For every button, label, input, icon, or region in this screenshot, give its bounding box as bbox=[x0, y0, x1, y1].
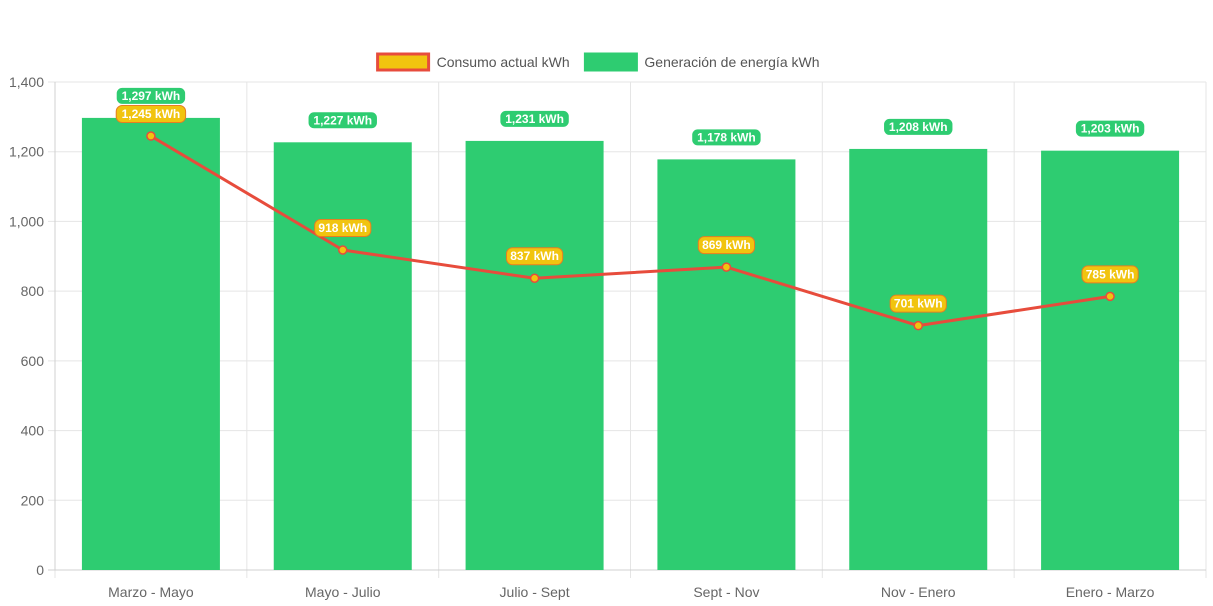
data-label-box bbox=[1081, 265, 1139, 284]
data-label-box bbox=[314, 219, 372, 238]
data-label-box bbox=[115, 86, 187, 105]
y-tick-label: 0 bbox=[36, 562, 44, 578]
y-tick-label: 600 bbox=[21, 353, 45, 369]
x-tick-label: Julio - Sept bbox=[500, 584, 570, 600]
legend-item[interactable]: Consumo actual kWh bbox=[376, 52, 570, 72]
data-labels: 1,297 kWh 1,227 kWh 1,231 kWh 1,178 kWh 1,20… bbox=[115, 86, 1146, 313]
bar[interactable] bbox=[1041, 150, 1180, 570]
line-point[interactable] bbox=[1105, 291, 1115, 302]
data-label: 1,208 kWh bbox=[883, 117, 954, 136]
legend-item[interactable]: Generación de energía kWh bbox=[583, 52, 820, 72]
grid bbox=[48, 81, 1207, 578]
line-point[interactable] bbox=[146, 131, 156, 141]
bar[interactable] bbox=[273, 142, 412, 570]
y-tick-label: 1,400 bbox=[9, 74, 44, 90]
data-label-text: 1,245 kWh bbox=[122, 107, 181, 121]
line-point[interactable] bbox=[913, 320, 923, 331]
data-label: 1,227 kWh bbox=[307, 111, 378, 130]
data-label-box bbox=[1074, 119, 1146, 138]
x-tick-label: Mayo - Julio bbox=[305, 584, 381, 600]
x-tick-label: Sept - Nov bbox=[693, 584, 759, 600]
data-label-text: 1,203 kWh bbox=[1081, 122, 1140, 136]
x-tick-label: Nov - Enero bbox=[881, 584, 956, 600]
data-label-text: 837 kWh bbox=[510, 249, 559, 263]
line-point[interactable] bbox=[338, 245, 348, 255]
data-label-box bbox=[697, 236, 756, 255]
y-tick-label: 400 bbox=[21, 423, 45, 439]
data-label: 785 kWh bbox=[1081, 265, 1139, 284]
data-label-box bbox=[691, 128, 762, 147]
data-label: 701 kWh bbox=[889, 294, 947, 313]
data-label: 1,297 kWh bbox=[115, 86, 187, 105]
y-tick-label: 1,200 bbox=[9, 144, 44, 160]
data-label-text: 1,208 kWh bbox=[889, 120, 948, 134]
data-label-box bbox=[115, 105, 187, 124]
legend-label: Generación de energía kWh bbox=[644, 54, 819, 70]
bar[interactable] bbox=[849, 148, 988, 570]
data-label-text: 785 kWh bbox=[1086, 267, 1135, 281]
y-tick-label: 800 bbox=[21, 283, 45, 299]
data-label-text: 869 kWh bbox=[702, 238, 751, 252]
data-label: 918 kWh bbox=[314, 219, 372, 238]
bar-series bbox=[81, 117, 1180, 570]
legend-label: Consumo actual kWh bbox=[437, 54, 570, 70]
data-label: 1,178 kWh bbox=[691, 128, 762, 147]
bar[interactable] bbox=[657, 159, 796, 570]
legend-swatch bbox=[376, 52, 431, 72]
line-series bbox=[146, 131, 1115, 331]
legend-swatch bbox=[583, 52, 638, 72]
data-label: 1,203 kWh bbox=[1074, 119, 1146, 138]
data-label-text: 1,227 kWh bbox=[313, 113, 372, 127]
data-label-box bbox=[883, 117, 954, 136]
data-label: 837 kWh bbox=[505, 247, 564, 266]
bar[interactable] bbox=[81, 117, 220, 570]
data-label-text: 1,231 kWh bbox=[505, 112, 564, 126]
y-tick-label: 1,000 bbox=[9, 213, 44, 229]
legend[interactable]: Consumo actual kWh Generación de energía … bbox=[376, 52, 820, 72]
data-label-box bbox=[505, 247, 564, 266]
axes: 0 200 400 600 800 1,000 1,200 1,400 Marzo - Mayo… bbox=[9, 74, 1206, 600]
x-tick-label: Enero - Marzo bbox=[1066, 584, 1155, 600]
data-label-box bbox=[889, 294, 947, 313]
consumption-line bbox=[150, 134, 1111, 328]
data-label-text: 1,178 kWh bbox=[697, 130, 756, 144]
line-point[interactable] bbox=[529, 273, 540, 283]
line-point[interactable] bbox=[721, 262, 732, 272]
data-label-text: 1,297 kWh bbox=[122, 89, 181, 103]
data-label-box bbox=[307, 111, 378, 130]
data-label: 869 kWh bbox=[697, 236, 756, 255]
data-label: 1,245 kWh bbox=[115, 105, 187, 124]
data-label-box bbox=[499, 109, 570, 128]
bar[interactable] bbox=[465, 140, 604, 570]
data-label-text: 701 kWh bbox=[894, 297, 943, 311]
data-label: 1,231 kWh bbox=[499, 109, 570, 128]
x-tick-label: Marzo - Mayo bbox=[108, 584, 194, 600]
y-tick-label: 200 bbox=[21, 492, 45, 508]
data-label-text: 918 kWh bbox=[318, 221, 367, 235]
